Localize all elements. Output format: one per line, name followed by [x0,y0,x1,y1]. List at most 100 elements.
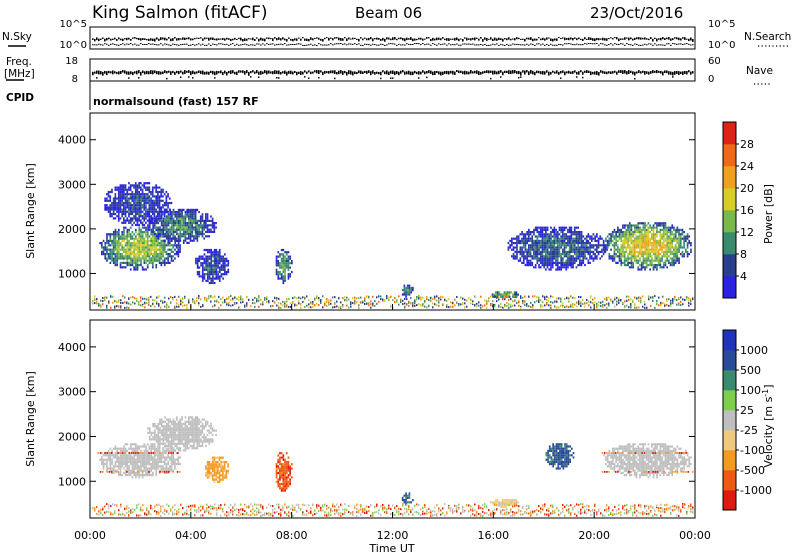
power-cell [543,264,545,267]
freq-point [192,70,194,74]
power-cell [610,248,612,251]
power-cell [213,266,216,269]
power-cell [218,279,221,282]
power-cell [129,212,132,216]
power-cell [623,235,626,238]
nsky-point [234,37,236,40]
power-cell [412,304,414,307]
nsearch-point [96,44,98,46]
power-cell [404,298,406,300]
power-cell [590,301,592,304]
nsky-point [466,37,468,41]
power-cell [572,257,574,260]
nsky-point [156,37,158,40]
power-cell [181,208,183,211]
power-cell [124,255,127,258]
nsearch-point [128,43,130,45]
nsearch-point [536,43,538,45]
power-cell [488,300,490,303]
power-cell [176,230,178,233]
freq-point [500,70,502,73]
nsearch-point [420,44,422,46]
power-cell [220,257,223,260]
power-cell [543,261,545,264]
freq-point [484,70,486,74]
power-cell [152,259,154,262]
power-cell [145,210,147,213]
freq-point [414,70,416,74]
power-cell [172,298,174,301]
power-cell [543,237,545,240]
power-cell [584,302,586,305]
power-cell [536,244,539,247]
nsearch-point [140,43,142,45]
power-cell [592,244,595,247]
power-cell [140,250,142,253]
power-cell [152,242,154,245]
power-cell [123,233,125,236]
nsearch-point [164,43,166,45]
power-cell [182,235,185,238]
power-cell [550,226,552,229]
power-cell [177,241,180,244]
power-cell [424,305,426,308]
power-cell [563,237,566,240]
power-cell [196,262,199,265]
nsearch-point [450,44,452,46]
power-cell [143,197,146,200]
power-cell [565,266,568,269]
power-cell [205,264,207,267]
power-cell [580,261,583,264]
power-cell [157,239,159,242]
nsky-point [640,37,642,40]
power-cell [157,248,159,251]
power-cell [146,197,149,200]
power-cell [123,219,125,222]
power-cell [155,228,158,231]
nsky-point [500,38,502,41]
power-cell [205,213,207,216]
power-cell [440,295,442,298]
power-cell [121,221,123,224]
power-cell [98,302,100,305]
nsearch-point [350,43,352,45]
power-cell [196,233,199,236]
power-cell [550,244,552,247]
nsky-point [350,38,352,40]
nsky-point [458,38,460,42]
power-cell [140,296,142,299]
power-cell [128,188,130,191]
nsky-point [642,37,644,40]
power-cell [644,253,646,256]
power-cell [634,255,636,258]
power-cell [140,204,142,207]
power-cell [587,242,590,245]
power-cell [212,264,214,267]
power-cell [138,235,141,238]
power-cell [538,264,540,267]
power-cell [141,255,144,258]
power-cell [448,306,450,309]
power-cell [207,259,209,263]
power-cell [150,219,152,222]
nsky-point [482,38,484,42]
power-cell [170,244,173,247]
power-cell [550,257,552,260]
power-cell [555,246,557,249]
nsearch-point [612,44,614,46]
power-cell [673,226,675,229]
power-cell [390,296,392,298]
power-cell [567,253,569,256]
power-cell [177,239,180,242]
power-cell [284,264,286,267]
power-cell [566,305,568,308]
power-cell [666,259,668,262]
freq-point [276,70,278,74]
power-cell [143,259,146,262]
power-cell [196,299,198,302]
power-cell [627,246,629,249]
nsearch-point [376,44,378,46]
power-cell [312,305,314,308]
power-cell [178,305,180,308]
power-cell [403,286,406,289]
